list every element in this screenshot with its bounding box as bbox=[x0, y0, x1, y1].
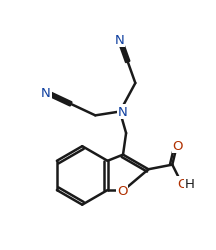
Text: N: N bbox=[115, 34, 125, 47]
Text: N: N bbox=[117, 106, 127, 118]
Text: H: H bbox=[184, 177, 194, 190]
Text: N: N bbox=[41, 86, 51, 99]
Text: O: O bbox=[177, 177, 187, 190]
Text: O: O bbox=[172, 139, 183, 152]
Text: O: O bbox=[117, 184, 127, 198]
